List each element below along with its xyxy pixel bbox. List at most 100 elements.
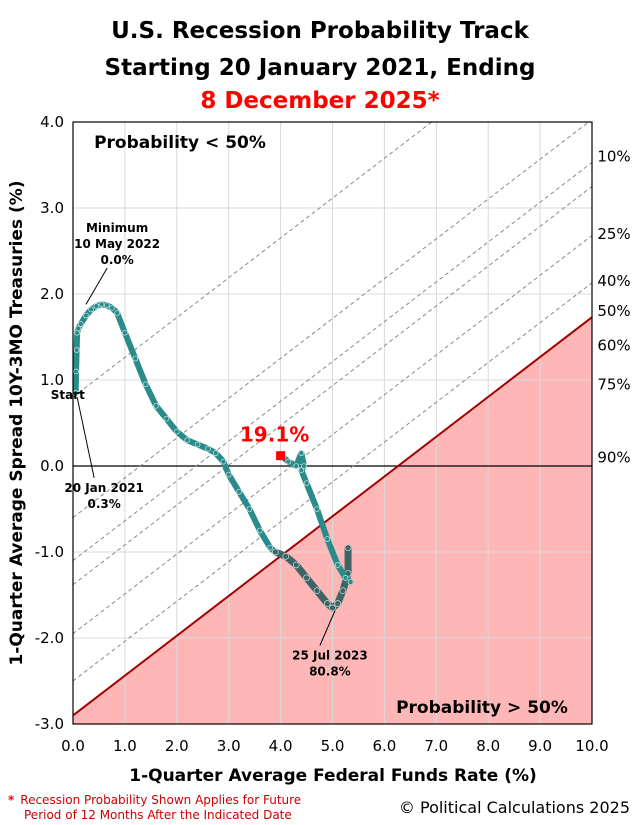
track-early-point xyxy=(88,306,94,313)
chart-title-date: 8 December 2025* xyxy=(200,88,440,114)
y-tick-label: 1.0 xyxy=(40,371,64,389)
probability-label-75pct: 75% xyxy=(597,375,630,393)
x-tick-label: 5.0 xyxy=(321,737,345,755)
y-tick-label: -3.0 xyxy=(35,715,64,733)
probability-label-60pct: 60% xyxy=(597,337,630,355)
annotation-text: Minimum xyxy=(86,221,148,235)
annotation-start: Start xyxy=(51,388,85,402)
track-early-point xyxy=(257,527,263,534)
probability-label-50pct: 50% xyxy=(597,302,630,320)
track-late-point xyxy=(303,574,310,582)
track-early-point xyxy=(75,325,81,332)
probability-label-10pct: 10% xyxy=(597,147,630,165)
track-early-point xyxy=(225,471,232,478)
track-late-point xyxy=(272,548,279,556)
track-early-point xyxy=(83,312,89,319)
x-tick-label: 2.0 xyxy=(165,737,189,755)
x-axis-label: 1-Quarter Average Federal Funds Rate (%) xyxy=(129,766,537,786)
annotation-text: 20 Jan 2021 xyxy=(64,481,144,495)
track-recent-point xyxy=(293,463,299,469)
footnote: * Recession Probability Shown Applies for… xyxy=(8,793,301,823)
footnote-line-2: Period of 12 Months After the Indicated … xyxy=(24,808,292,822)
y-tick-label: 0.0 xyxy=(40,457,64,475)
track-early-point xyxy=(246,506,253,512)
track-early-point xyxy=(98,301,105,308)
annotation-leader-line xyxy=(76,397,95,478)
track-early-point xyxy=(77,321,84,327)
track-late-point xyxy=(329,604,336,612)
track-early-point xyxy=(103,302,110,308)
x-tick-label: 6.0 xyxy=(372,737,396,755)
track-late-point xyxy=(344,544,352,552)
track-recent-point xyxy=(301,463,307,469)
x-tick-label: 7.0 xyxy=(424,737,448,755)
chart-title-line-1: U.S. Recession Probability Track xyxy=(111,18,529,44)
annotation-text: 10 May 2022 xyxy=(74,237,160,251)
x-tick-label: 1.0 xyxy=(113,737,137,755)
annotation-text: 0.0% xyxy=(100,253,133,267)
y-tick-label: 4.0 xyxy=(40,113,64,131)
track-early-point xyxy=(220,458,227,465)
annotation-leader-line xyxy=(85,267,108,305)
track-early-point xyxy=(184,437,190,444)
track-recent-point xyxy=(314,506,320,512)
annotation-jan2021: 20 Jan 2021 0.3% xyxy=(64,397,144,511)
track-early-point xyxy=(163,415,170,422)
track-early-point xyxy=(73,368,79,375)
footnote-line-1: Recession Probability Shown Applies for … xyxy=(20,793,302,807)
track-recent-point xyxy=(298,450,305,456)
region-label-high: Probability > 50% xyxy=(396,698,568,718)
track-recent-point xyxy=(347,579,354,585)
probability-label-40pct: 40% xyxy=(597,272,630,290)
x-tick-label: 8.0 xyxy=(476,737,500,755)
track-early-point xyxy=(212,450,219,456)
track-early-point xyxy=(236,488,242,495)
footnote-marker: * xyxy=(8,793,15,807)
annotation-leader-line xyxy=(319,610,336,646)
annotation-minimum: Minimum 10 May 2022 0.0% xyxy=(74,221,160,305)
track-recent-point xyxy=(334,562,341,568)
region-label-low: Probability < 50% xyxy=(94,133,266,153)
annotation-text: 80.8% xyxy=(309,665,351,679)
track-early-point xyxy=(174,428,180,435)
x-tick-label: 10.0 xyxy=(575,737,608,755)
track-early-point xyxy=(142,381,149,388)
track-late-point xyxy=(334,600,341,607)
track-recent-point xyxy=(298,467,305,474)
track-early-point xyxy=(205,445,211,452)
track-early-point xyxy=(153,402,159,409)
credit: © Political Calculations 2025 xyxy=(398,798,630,817)
track-recent-point xyxy=(285,458,292,465)
probability-line-50pct xyxy=(73,316,592,717)
x-tick-label: 4.0 xyxy=(269,737,293,755)
track-early-point xyxy=(267,544,274,551)
y-tick-label: 3.0 xyxy=(40,199,64,217)
track-late-point xyxy=(339,587,347,595)
track-early-point xyxy=(194,441,201,448)
annotation-text: 0.3% xyxy=(87,497,120,511)
current-point-marker xyxy=(276,451,286,461)
track-early-point xyxy=(73,347,80,353)
track-early-point xyxy=(109,304,115,311)
y-tick-label: -2.0 xyxy=(35,629,64,647)
probability-label-90pct: 90% xyxy=(597,448,630,466)
probability-label-25pct: 25% xyxy=(597,225,630,243)
x-tick-label: 3.0 xyxy=(217,737,241,755)
track-recent-point xyxy=(303,480,310,487)
x-tick-label: 0.0 xyxy=(61,737,85,755)
track-late-point xyxy=(324,600,331,607)
plot-border xyxy=(72,121,593,725)
annotation-text: 25 Jul 2023 xyxy=(292,649,368,663)
annotation-jul2023: 25 Jul 2023 80.8% xyxy=(292,610,368,679)
track-late-point xyxy=(282,552,290,560)
track-recent-point xyxy=(324,536,331,542)
track-early-point xyxy=(132,355,139,362)
track-early-point xyxy=(122,329,128,336)
track-early-point xyxy=(114,310,120,316)
current-probability-label: 19.1% xyxy=(240,423,309,447)
chart-title-line-2: Starting 20 January 2021, Ending xyxy=(104,55,536,81)
track-recent-point xyxy=(342,574,349,581)
y-tick-label: -1.0 xyxy=(35,543,64,561)
y-axis-label: 1-Quarter Average Spread 10Y-3MO Treasur… xyxy=(7,180,27,665)
